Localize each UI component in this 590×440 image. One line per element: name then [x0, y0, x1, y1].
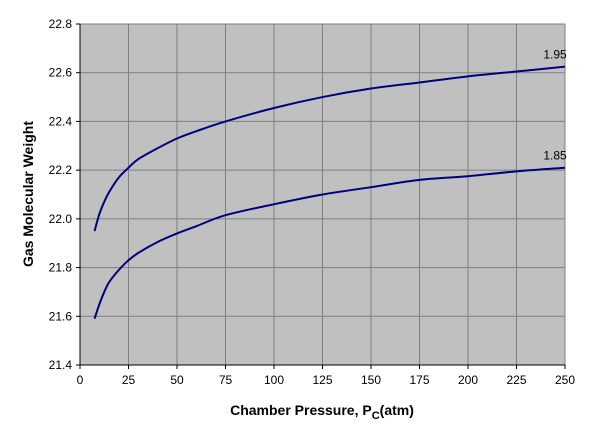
series-label-1.95: 1.95: [543, 48, 567, 62]
x-axis-title: Chamber Pressure, PC(atm): [230, 402, 414, 422]
y-tick-label: 22.0: [49, 212, 73, 226]
x-axis-title-subscript: C: [372, 410, 380, 422]
series-group: 1.95 1.85: [93, 48, 567, 320]
x-tick-label: 50: [170, 373, 184, 387]
x-axis-ticks: 0 25 50 75 100 125 150 175 200 225 250: [77, 364, 575, 387]
x-tick-label: 25: [122, 373, 136, 387]
x-tick-label: 250: [555, 373, 575, 387]
y-axis-title: Gas Molecular Weight: [20, 121, 36, 267]
x-tick-label: 0: [77, 373, 84, 387]
y-tick-label: 22.8: [49, 17, 73, 31]
y-tick-label: 21.6: [49, 309, 73, 323]
x-tick-label: 225: [506, 373, 526, 387]
y-tick-label: 21.8: [49, 261, 73, 275]
x-axis-title-main: Chamber Pressure, P: [230, 402, 372, 418]
series-label-1.85: 1.85: [543, 149, 567, 163]
y-axis-ticks: 21.4 21.6 21.8 22.0 22.2 22.4 22.6 22.8: [49, 17, 81, 372]
x-tick-label: 125: [312, 373, 332, 387]
x-tick-label: 150: [361, 373, 381, 387]
x-tick-label: 200: [458, 373, 478, 387]
x-tick-label: 100: [264, 373, 284, 387]
y-tick-label: 22.2: [49, 163, 73, 177]
y-tick-label: 21.4: [49, 358, 73, 372]
x-axis-title-unit: (atm): [380, 402, 414, 418]
x-tick-label: 175: [409, 373, 429, 387]
y-tick-label: 22.4: [49, 114, 73, 128]
x-tick-label: 75: [219, 373, 233, 387]
grid: [80, 24, 565, 365]
series-line-1.85: [93, 166, 566, 320]
series-line-1.95: [93, 65, 566, 232]
y-tick-label: 22.6: [49, 66, 73, 80]
